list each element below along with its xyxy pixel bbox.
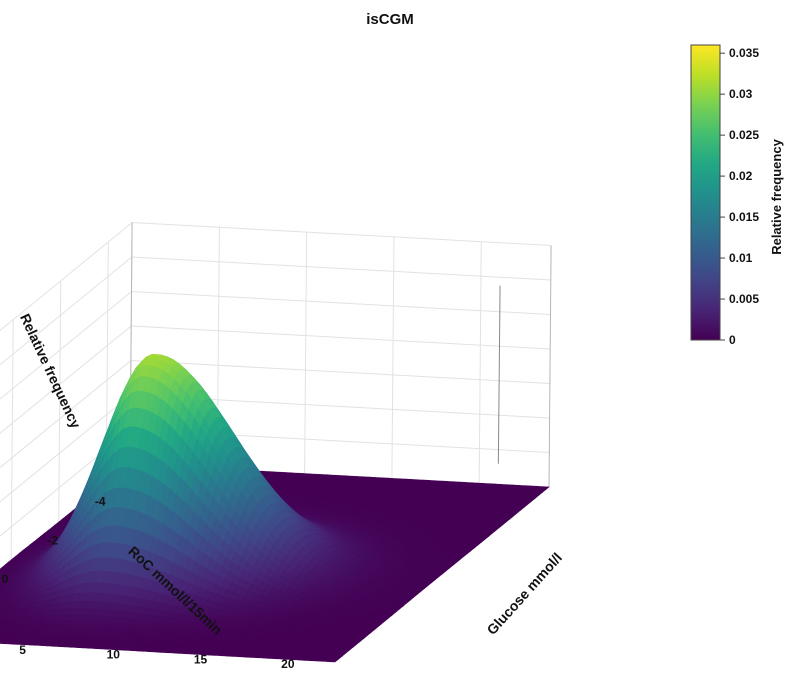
colorbar-tick-label: 0.025 [729,128,759,142]
glucose-axis-label: Glucose mmol/l [483,550,565,638]
glucose-tick-label: 15 [194,652,208,666]
glucose-tick-label: 5 [19,643,26,657]
roc-tick-label: -2 [47,533,58,547]
gridline-glucose [478,241,482,484]
glucose-tick-label: 20 [281,657,295,671]
glucose-tick-label: 10 [107,648,121,662]
roc-tick-label: 0 [2,572,9,586]
colorbar: 0 0.005 0.01 0.015 0.02 0.025 0.03 0.035 Relati… [690,44,784,347]
surface-cell [0,613,3,617]
axis-spike [497,285,501,464]
z-axis-label: Relative frequency [17,311,84,431]
axis-walls [130,222,552,487]
gridline-roc [58,280,62,523]
colorbar-ticks: 0 0.005 0.01 0.015 0.02 0.025 0.03 0.035 [720,46,759,347]
box-edge [548,245,552,488]
gridline-roc [10,319,14,562]
roc-tick-label: -4 [95,494,106,508]
colorbar-tick-label: 0.01 [729,251,753,265]
colorbar-title: Relative frequency [769,138,784,254]
gridline-glucose [391,236,395,479]
colorbar-gradient [690,44,721,341]
colorbar-tick-label: 0.02 [729,169,753,183]
back-wall-left [130,222,552,487]
colorbar-tick-label: 0.035 [729,46,759,60]
colorbar-tick-label: 0.03 [729,87,753,101]
colorbar-tick-label: 0 [729,333,736,347]
colorbar-tick-label: 0.015 [729,210,759,224]
chart-title: isCGM [366,11,414,28]
surface-mesh [0,354,550,663]
gridline-glucose [304,232,308,474]
colorbar-tick-label: 0.005 [729,292,759,306]
